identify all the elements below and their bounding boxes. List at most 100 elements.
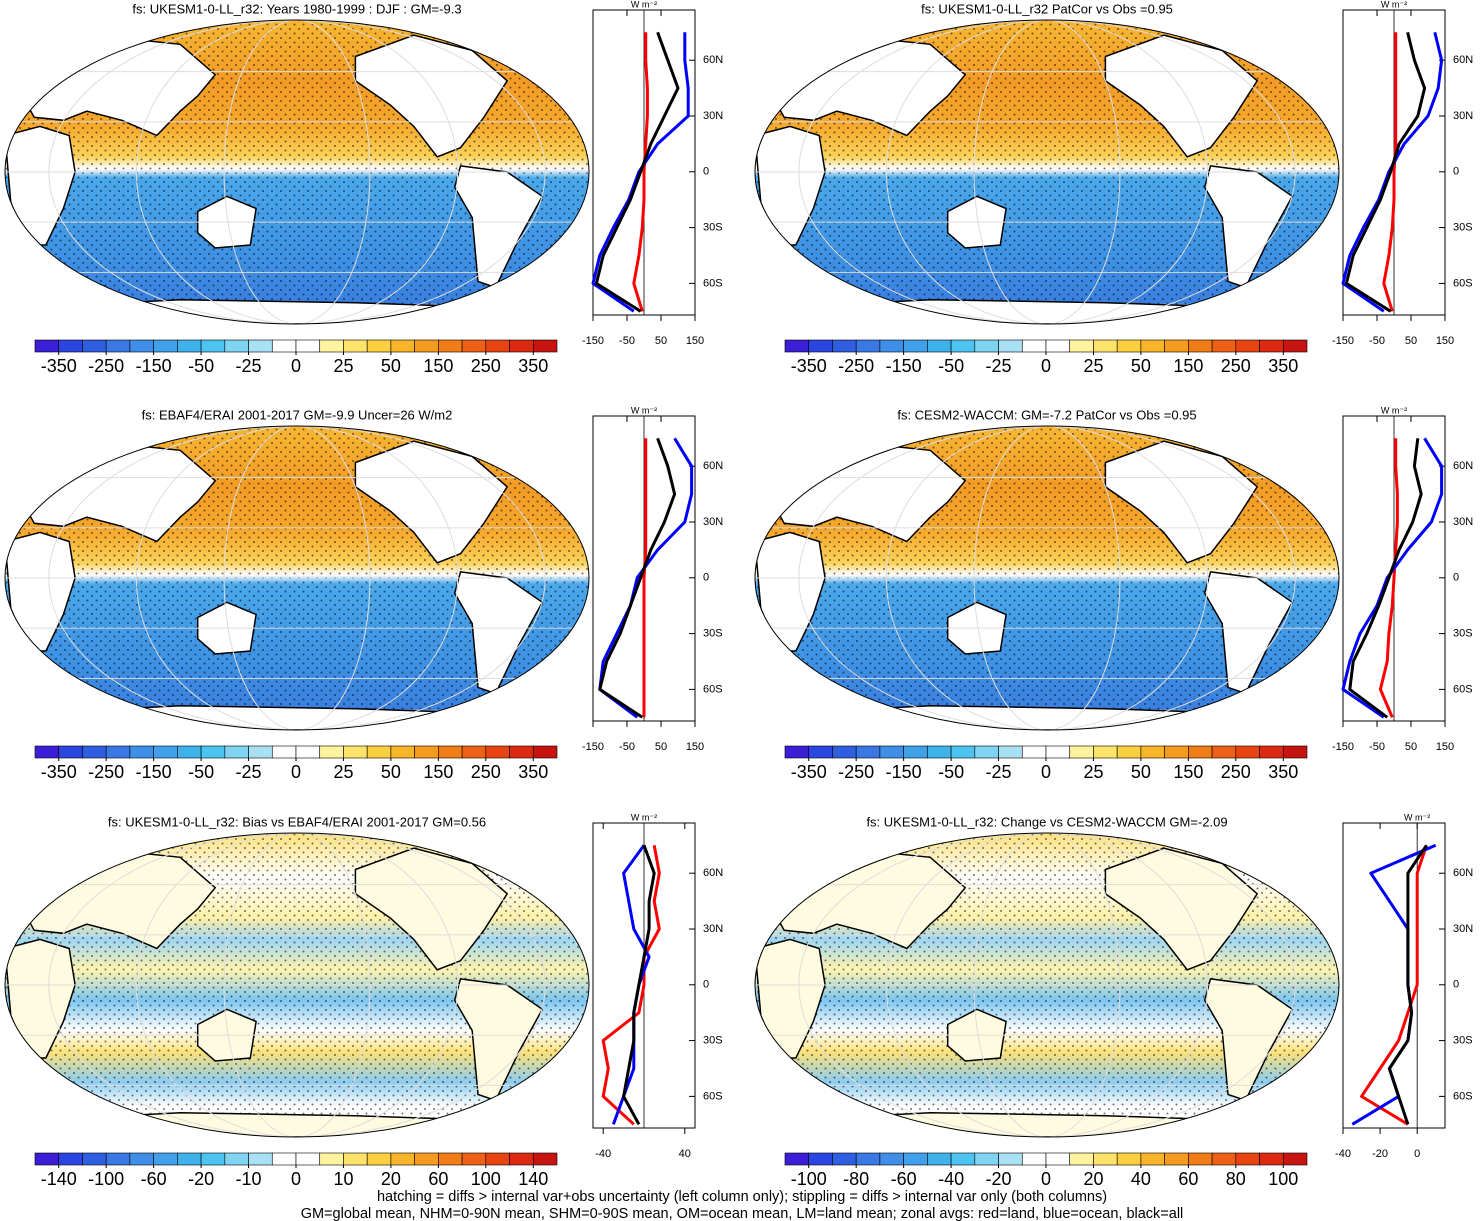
colorbar-label: 0 — [291, 1169, 301, 1189]
colorbar-box — [343, 1152, 368, 1166]
x-tick-label: 0 — [1414, 1148, 1420, 1160]
colorbar-box — [1116, 745, 1142, 759]
colorbar-box — [1069, 339, 1094, 353]
graticule — [48, 20, 546, 324]
x-tick-label: 150 — [686, 741, 704, 753]
colorbar-label: 60 — [1178, 1169, 1198, 1189]
footer-note: GM=global mean, NHM=0-90N mean, SHM=0-90… — [301, 1206, 1184, 1221]
colorbar-box — [1021, 745, 1047, 759]
colorbar-box — [879, 745, 904, 759]
colorbar-label: 0 — [1041, 1169, 1051, 1189]
colorbar-box — [485, 339, 510, 353]
y-tick-label: 0 — [703, 979, 709, 991]
map-border — [754, 425, 1340, 731]
x-tick-label: 40 — [679, 1148, 691, 1160]
colorbar-label: -50 — [938, 762, 964, 782]
graticule — [48, 426, 546, 730]
colorbar-box — [414, 339, 439, 353]
colorbar-box — [832, 1152, 857, 1166]
colorbar-box — [414, 1152, 439, 1166]
y-tick-label: 30N — [703, 516, 723, 528]
colorbar-box — [808, 745, 833, 759]
colorbar-box — [34, 745, 60, 759]
x-tick-label: 150 — [1436, 335, 1454, 347]
colorbar-box — [855, 339, 881, 353]
colorbar-box — [1282, 1152, 1308, 1166]
colorbar-box — [832, 339, 857, 353]
zonal-line — [1341, 31, 1444, 313]
colorbar-label: -150 — [136, 356, 172, 376]
colorbar-box — [271, 1152, 297, 1166]
land — [354, 440, 509, 564]
graticule — [223, 20, 371, 324]
colorbar-box — [438, 1152, 463, 1166]
x-tick-label: -50 — [619, 741, 635, 753]
x-tick-label: -50 — [1369, 335, 1385, 347]
colorbar-label: -50 — [188, 356, 214, 376]
colorbar-box — [319, 339, 344, 353]
panel-title: fs: CESM2-WACCM: GM=-7.2 PatCor vs Obs =… — [897, 407, 1196, 422]
graticule — [223, 833, 371, 1137]
colorbar-box — [1140, 745, 1165, 759]
colorbar-label: -150 — [136, 762, 172, 782]
zonal-line — [1360, 844, 1428, 1126]
colorbar-box — [855, 745, 881, 759]
colorbar-box — [974, 745, 999, 759]
colorbar-label: 25 — [1083, 356, 1103, 376]
y-tick-label: 30S — [1453, 221, 1473, 233]
land — [494, 428, 562, 464]
unit-label: W m⁻² — [631, 0, 657, 9]
land — [354, 847, 509, 971]
graticule — [973, 833, 1121, 1137]
map — [755, 426, 1339, 730]
colorbar-box — [1021, 1152, 1047, 1166]
y-tick-label: 60S — [703, 1090, 723, 1102]
x-tick-label: -150 — [1332, 741, 1354, 753]
y-tick-label: 60S — [1453, 277, 1473, 289]
colorbar-box — [903, 1152, 928, 1166]
y-tick-label: 60N — [703, 460, 723, 472]
colorbar-box — [343, 745, 368, 759]
graticule — [973, 426, 1121, 730]
colorbar-box — [998, 339, 1023, 353]
graticule — [135, 20, 459, 324]
zonal-line — [1348, 438, 1423, 719]
x-tick-label: -150 — [582, 741, 604, 753]
land — [1244, 22, 1312, 58]
colorbar-box — [1188, 339, 1213, 353]
zonal-line — [594, 31, 680, 313]
colorbar-box — [248, 745, 273, 759]
colorbar-label: -140 — [41, 1169, 77, 1189]
colorbar-label: 60 — [428, 1169, 448, 1189]
panel-title: fs: UKESM1-0-LL_r32: Change vs CESM2-WAC… — [866, 814, 1227, 829]
y-tick-label: 60N — [703, 867, 723, 879]
graticule — [885, 833, 1209, 1137]
x-tick-label: -20 — [1372, 1148, 1388, 1160]
y-tick-label: 60N — [1453, 54, 1473, 66]
panel: fs: UKESM1-0-LL_r32: Bias vs EBAF4/ERAI … — [4, 812, 723, 1189]
land — [494, 835, 562, 871]
y-tick-label: 30S — [1453, 1034, 1473, 1046]
colorbar-box — [366, 339, 392, 353]
colorbar-label: 0 — [1041, 762, 1051, 782]
land — [494, 22, 562, 58]
colorbar-label: -350 — [791, 356, 827, 376]
colorbar-label: 25 — [1083, 762, 1103, 782]
colorbar-box — [58, 339, 83, 353]
unit-label: W m⁻² — [1381, 405, 1407, 415]
colorbar-label: -20 — [986, 1169, 1012, 1189]
graticule — [885, 20, 1209, 324]
colorbar-box — [366, 1152, 392, 1166]
x-tick-label: -40 — [1335, 1148, 1351, 1160]
colorbar-label: 150 — [423, 356, 453, 376]
colorbar-label: -150 — [886, 762, 922, 782]
colorbar-label: -25 — [236, 762, 262, 782]
colorbar-box — [808, 1152, 833, 1166]
y-tick-label: 60S — [703, 683, 723, 695]
zonal-line — [598, 437, 677, 719]
colorbar-box — [903, 745, 928, 759]
colorbar-label: -50 — [938, 356, 964, 376]
colorbar-box — [950, 745, 976, 759]
colorbar-box — [784, 1152, 810, 1166]
y-tick-label: 0 — [703, 572, 709, 584]
